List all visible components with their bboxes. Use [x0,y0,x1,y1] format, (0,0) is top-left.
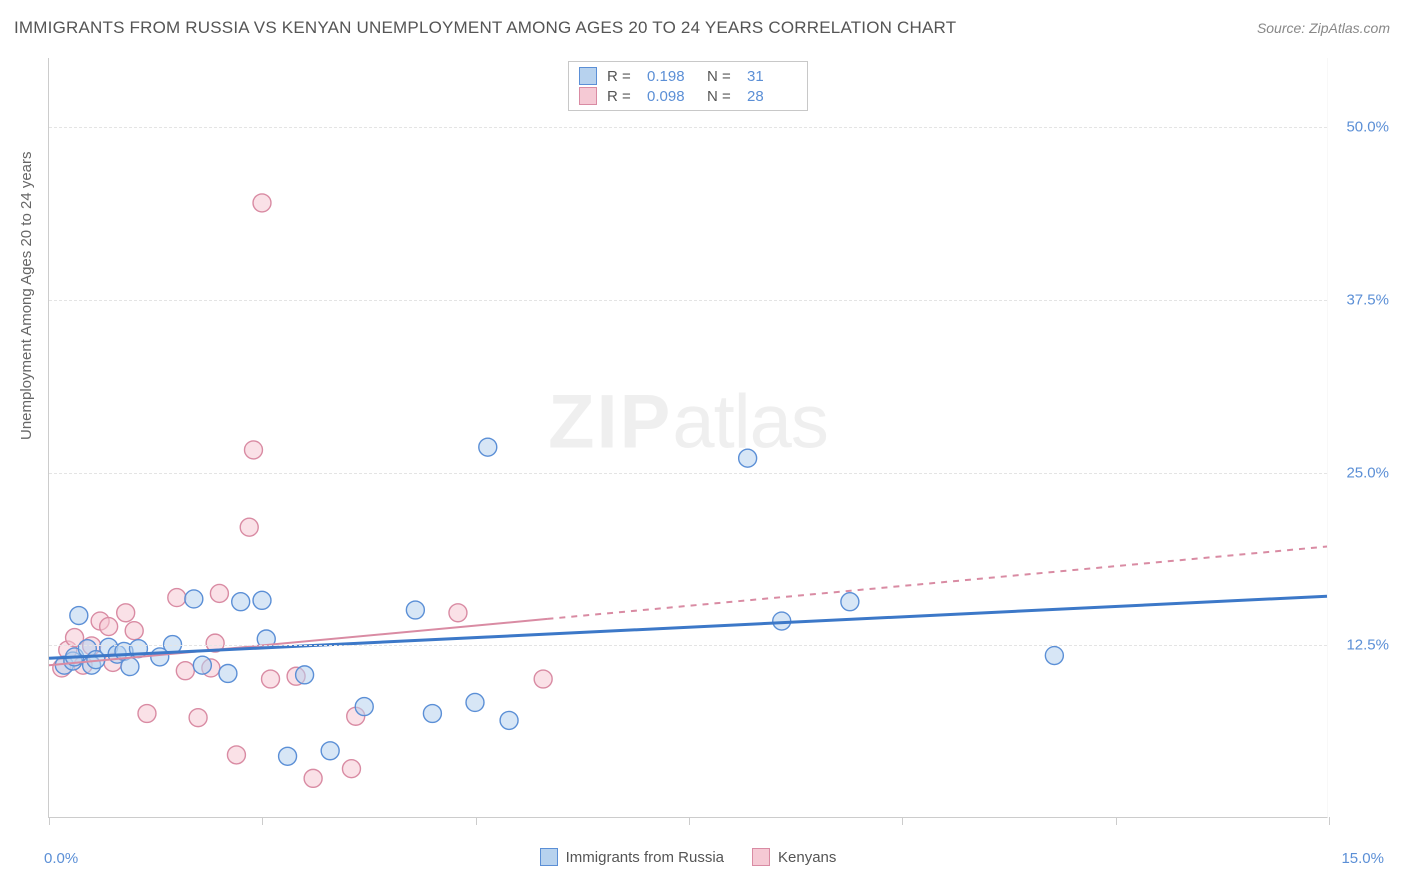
x-axis-max-label: 15.0% [1341,850,1384,867]
legend-swatch [540,848,558,866]
y-tick-label: 50.0% [1333,119,1389,136]
x-tick [902,817,903,825]
gridline-horizontal [49,300,1327,301]
data-point [232,593,250,611]
y-tick-label: 12.5% [1333,637,1389,654]
data-point [253,591,271,609]
data-point [841,593,859,611]
data-point [253,194,271,212]
data-point [219,664,237,682]
data-point [279,747,297,765]
data-point [210,584,228,602]
legend-swatch [752,848,770,866]
data-point [321,742,339,760]
gridline-horizontal [49,473,1327,474]
x-tick [476,817,477,825]
data-point [168,589,186,607]
data-point [227,746,245,764]
data-point [423,705,441,723]
data-point [739,449,757,467]
y-axis-label: Unemployment Among Ages 20 to 24 years [18,151,35,440]
data-point [262,670,280,688]
y-tick-label: 25.0% [1333,464,1389,481]
plot-area: ZIPatlas R =0.198N =31R =0.098N =28 12.5… [48,58,1328,818]
data-point [479,438,497,456]
data-point [121,658,139,676]
data-point [534,670,552,688]
source-attribution: Source: ZipAtlas.com [1257,20,1390,36]
gridline-horizontal [49,127,1327,128]
data-point [185,590,203,608]
data-point [244,441,262,459]
legend-series-item: Immigrants from Russia [540,848,724,866]
chart-title: IMMIGRANTS FROM RUSSIA VS KENYAN UNEMPLO… [14,18,956,38]
x-tick [689,817,690,825]
legend-series-item: Kenyans [752,848,836,866]
data-point [500,711,518,729]
data-point [70,607,88,625]
legend-series: Immigrants from Russia Kenyans [48,848,1328,866]
x-tick [262,817,263,825]
data-point [304,769,322,787]
scatter-svg [49,58,1327,817]
data-point [138,705,156,723]
data-point [189,709,207,727]
data-point [240,518,258,536]
data-point [193,656,211,674]
x-axis-min-label: 0.0% [44,850,78,867]
x-tick [1329,817,1330,825]
gridline-horizontal [49,645,1327,646]
data-point [466,693,484,711]
data-point [355,698,373,716]
data-point [125,622,143,640]
data-point [1045,647,1063,665]
y-tick-label: 37.5% [1333,291,1389,308]
data-point [449,604,467,622]
data-point [176,662,194,680]
legend-series-label: Kenyans [778,849,836,866]
data-point [117,604,135,622]
data-point [296,666,314,684]
data-point [100,618,118,636]
data-point [406,601,424,619]
x-tick [49,817,50,825]
trendline-kenyans-dashed [547,547,1327,619]
legend-series-label: Immigrants from Russia [566,849,724,866]
x-tick [1116,817,1117,825]
data-point [342,760,360,778]
